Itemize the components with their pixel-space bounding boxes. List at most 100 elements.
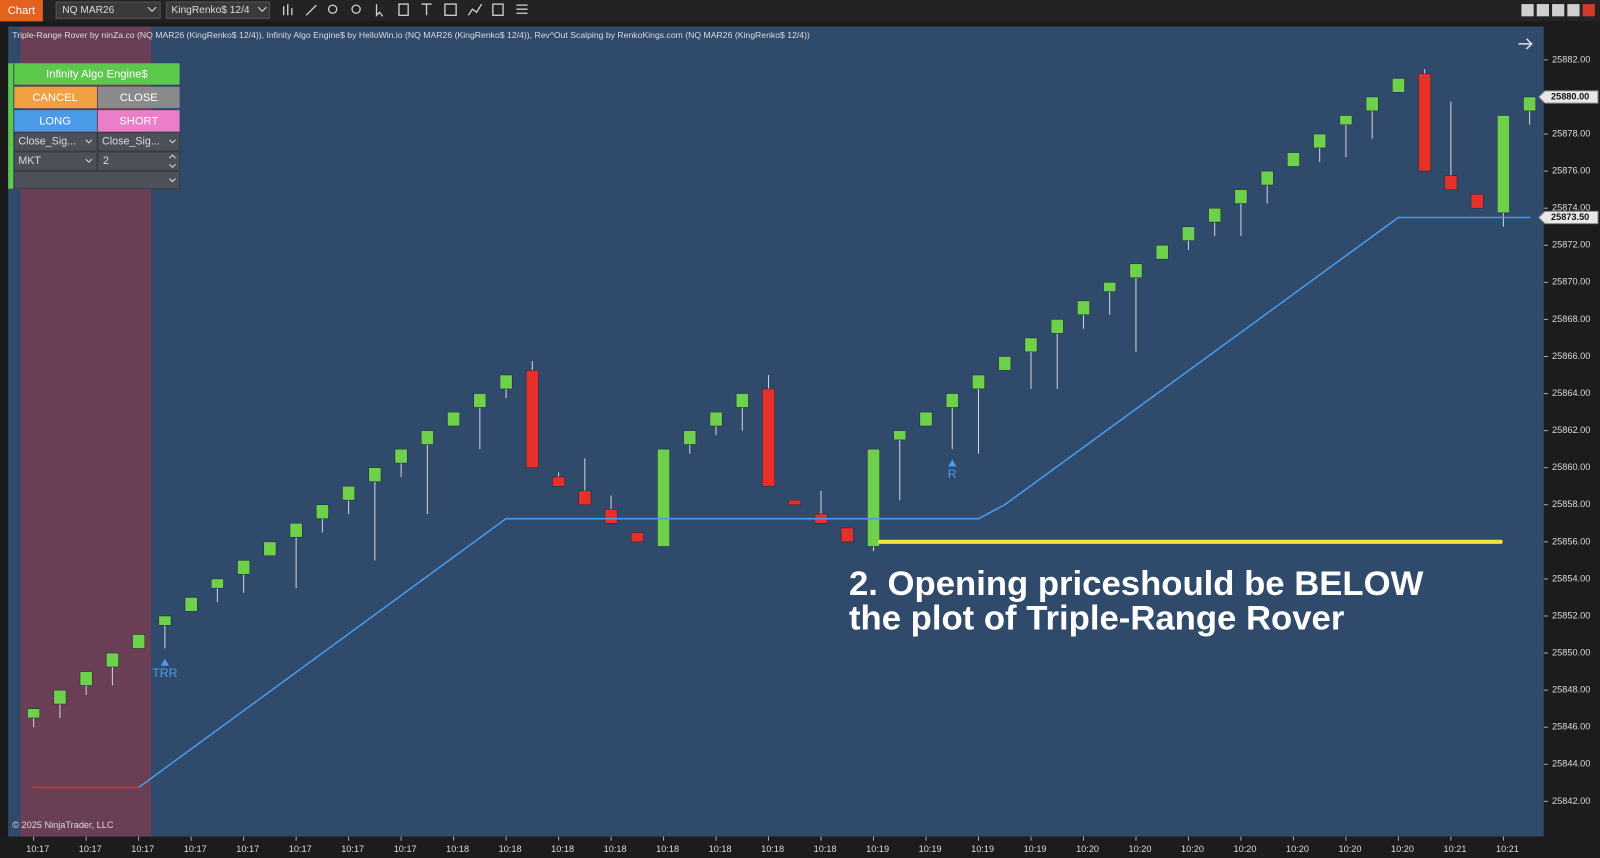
x-tick-label: 10:19 [866, 844, 889, 854]
pointer-icon[interactable] [375, 4, 384, 17]
candle-body [132, 634, 146, 649]
signal-arrow [160, 658, 169, 666]
toolbar [0, 0, 1600, 22]
button-label: CLOSE [120, 92, 158, 104]
bars-icon[interactable] [283, 4, 293, 16]
candle-body [106, 652, 119, 668]
y-tick-label: 25848.00 [1552, 685, 1590, 695]
x-tick-label: 10:20 [1391, 844, 1414, 854]
template-icon[interactable] [421, 3, 432, 16]
candle-body [552, 476, 565, 487]
y-tick-label: 25878.00 [1552, 128, 1590, 138]
signal-label: TRR [152, 666, 177, 680]
candle-body [27, 708, 41, 719]
x-tick-label: 10:17 [184, 844, 207, 854]
candle-body [1313, 133, 1327, 149]
order-type-select[interactable] [13, 151, 98, 171]
chart-tab[interactable] [0, 0, 43, 22]
window-button[interactable] [1521, 4, 1534, 17]
menu-icon[interactable] [516, 4, 528, 14]
minimize-button[interactable] [1552, 4, 1565, 17]
candle-body [211, 578, 224, 589]
candle-body [525, 370, 539, 468]
panel-strip [8, 63, 14, 189]
window-button[interactable] [1536, 4, 1549, 17]
close-button[interactable] [97, 86, 180, 109]
candle-body [158, 615, 172, 626]
long-button[interactable] [14, 110, 97, 132]
indicator-icon[interactable] [467, 3, 483, 16]
price-marker [1538, 90, 1599, 104]
short-button[interactable] [97, 110, 180, 132]
x-tick-label: 10:18 [446, 844, 469, 854]
y-tick-label: 25850.00 [1552, 647, 1590, 657]
maximize-button[interactable] [1567, 4, 1580, 17]
candle-body [1077, 300, 1090, 316]
select-label: MKT [18, 155, 41, 167]
x-tick-label: 10:18 [604, 844, 627, 854]
candle-body [1182, 226, 1195, 241]
x-tick-label: 10:18 [761, 844, 784, 854]
candle-body [79, 671, 93, 686]
candle-body [1129, 263, 1143, 278]
instrument-select[interactable] [55, 1, 161, 19]
window-controls [1521, 4, 1595, 17]
close-window-button[interactable] [1582, 4, 1595, 17]
button-label: SHORT [119, 115, 158, 127]
properties-icon[interactable] [398, 3, 409, 16]
candle-body [1523, 96, 1537, 112]
annotation-line: the plot of Triple-Range Rover [849, 599, 1344, 637]
candle-body [762, 388, 775, 487]
y-tick-label: 25872.00 [1552, 240, 1590, 250]
candle-body [1497, 115, 1510, 214]
candle-body [420, 430, 434, 445]
candle-body [630, 532, 644, 543]
cancel-button[interactable] [14, 86, 97, 109]
y-tick-label: 25882.00 [1552, 54, 1590, 64]
bar-type-select[interactable] [165, 1, 270, 19]
candle-body [919, 411, 933, 427]
x-tick-label: 10:20 [1286, 844, 1309, 854]
x-tick-label: 10:18 [499, 844, 522, 854]
candle-body [1470, 194, 1484, 209]
signal-select[interactable] [13, 132, 98, 152]
candle-body [447, 411, 460, 427]
zoom-in-icon[interactable] [327, 4, 338, 14]
scroll-arrow[interactable] [1518, 38, 1533, 50]
candle-body [184, 597, 198, 612]
strategy-icon[interactable] [444, 3, 457, 16]
candle-body [578, 490, 592, 506]
x-tick-label: 10:19 [1024, 844, 1047, 854]
select-label: Close_Sig... [102, 136, 160, 148]
select-label: Close_Sig... [18, 136, 76, 148]
y-tick-label: 25842.00 [1552, 796, 1590, 806]
candle-body [1050, 319, 1064, 334]
signal-select[interactable] [97, 132, 181, 152]
candle-body [709, 411, 723, 427]
price-axis [1543, 21, 1600, 858]
candle-body [1024, 337, 1038, 353]
instrument-label: NQ MAR26 [62, 5, 114, 16]
y-tick-label: 25870.00 [1552, 277, 1590, 287]
signal-arrow [948, 459, 957, 467]
x-tick-label: 10:17 [394, 844, 417, 854]
candle-body [788, 499, 802, 506]
zoom-out-icon[interactable] [351, 4, 361, 14]
account-select[interactable] [13, 170, 181, 190]
draw-icon[interactable] [305, 4, 317, 16]
candle-body [945, 393, 959, 408]
y-tick-label: 25874.00 [1552, 203, 1590, 213]
chart-tab-label: Chart [8, 5, 36, 17]
candle-body [840, 527, 854, 543]
calc-icon[interactable] [492, 3, 504, 16]
signal-label: R [948, 467, 957, 481]
x-tick-label: 10:20 [1076, 844, 1099, 854]
candle-body [867, 448, 880, 547]
quantity-input[interactable] [97, 151, 181, 171]
y-tick-label: 25858.00 [1552, 499, 1590, 509]
candle-body [1392, 78, 1405, 93]
candle-body [1208, 207, 1222, 223]
candle-body [1418, 73, 1432, 172]
